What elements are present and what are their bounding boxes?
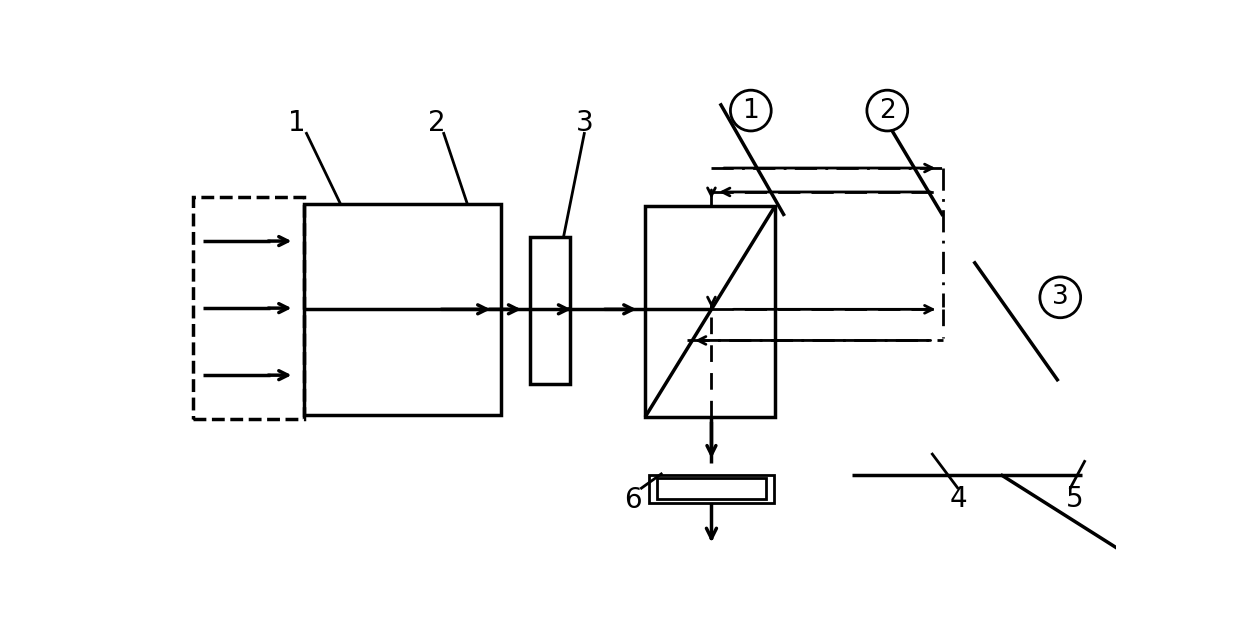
Bar bbox=[193, 197, 304, 419]
Text: 2: 2 bbox=[879, 98, 895, 124]
Text: 1: 1 bbox=[289, 108, 306, 137]
Text: 6: 6 bbox=[624, 486, 641, 514]
Text: 5: 5 bbox=[1066, 485, 1084, 513]
Bar bbox=[645, 207, 775, 417]
Text: 3: 3 bbox=[1052, 284, 1069, 310]
Bar bbox=[529, 238, 570, 384]
Text: 4: 4 bbox=[950, 485, 967, 513]
Text: 3: 3 bbox=[575, 108, 594, 137]
Text: 2: 2 bbox=[428, 108, 445, 137]
Bar bbox=[304, 204, 501, 415]
Bar bbox=[649, 475, 774, 503]
Text: 1: 1 bbox=[743, 98, 759, 124]
Bar bbox=[657, 478, 766, 498]
